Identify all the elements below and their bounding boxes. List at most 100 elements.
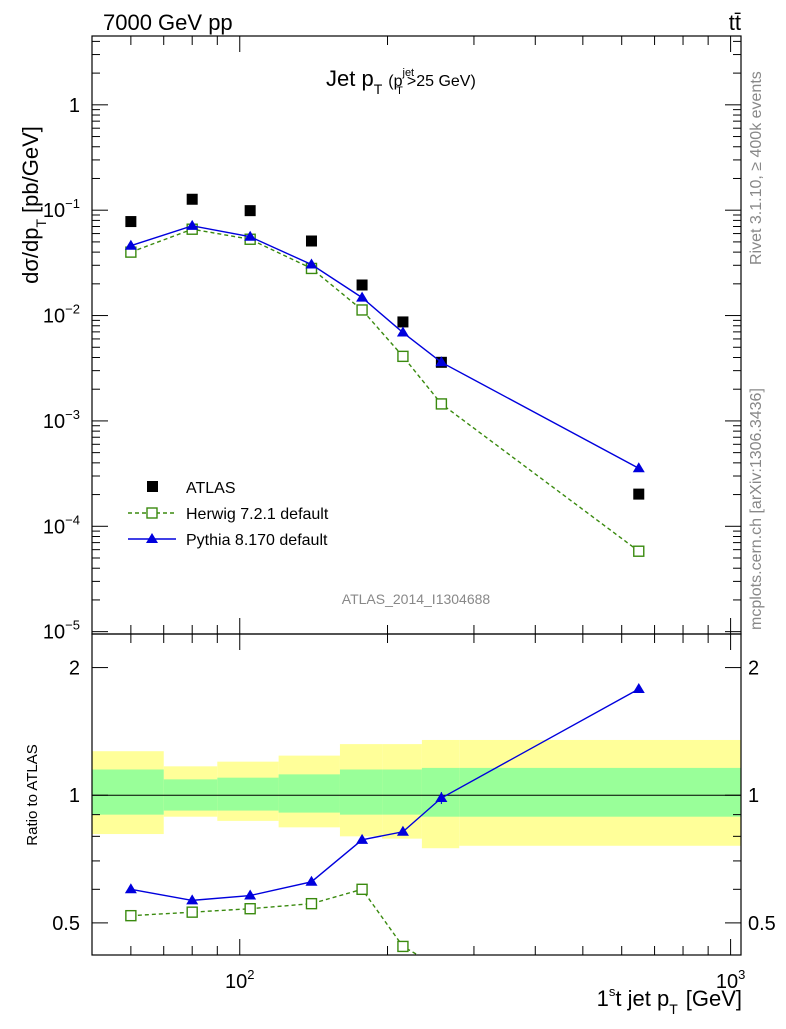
legend-atlas-label: ATLAS [186,480,236,497]
legend-herwig-marker [146,507,158,519]
main-pythia-line [130,225,640,469]
ratio-pythia-point [356,833,369,844]
x-tick-label-base: 10 [225,971,247,993]
ratio-inner-band [217,777,279,811]
main-ylabel-unit: [pb/GeV] [18,126,43,213]
main-y-tick-label: 10−2 [43,302,80,328]
main-pythia-point [435,356,448,367]
x-axis-label-1: 1 [597,986,609,1011]
main-y-tick-label: 10−5 [43,618,80,644]
main-title-sub: T [374,81,383,97]
ratio-herwig-line [130,888,420,955]
ratio-y-tick-label-left: 2 [69,658,80,680]
ratio-pythia-point [186,894,199,905]
main-title-text: Jet p [326,66,374,91]
ratio-pythia-point [632,683,645,694]
main-title-sup: jet [402,67,415,79]
y-tick-label-exp: −4 [65,512,80,527]
main-herwig-line [130,228,640,552]
main-pythia-point [632,462,645,473]
main-title-rest: >25 GeV) [407,73,476,90]
x-axis-label-unit: [GeV] [686,986,742,1011]
main-y-tick-label: 10−4 [43,512,80,538]
ratio-inner-band [92,769,164,815]
legend-pythia-marker [146,533,158,543]
ratio-series-group [124,683,645,955]
y-tick-label-base: 10 [43,306,65,328]
ratio-pythia-point [244,889,257,900]
main-pythia-point [396,326,409,337]
main-atlas-point [397,316,409,328]
ratio-pythia-point [396,825,409,836]
main-pythia-point [356,291,369,302]
main-y-tick-label: 10−1 [43,196,80,222]
ratio-y-tick-label-left: 0.5 [52,913,80,935]
ratio-y-tick-label-right: 2 [748,658,759,680]
legend-item-pythia: Pythia 8.170 default [128,532,328,549]
ratio-herwig-point [356,883,368,896]
ratio-y-tick-label-right: 1 [748,785,759,807]
process-label: 7000 GeV pp [103,10,233,35]
ratio-inner-band [459,767,741,817]
ratio-herwig-point [397,940,409,953]
main-pythia-point [186,219,199,230]
main-herwig-point [435,398,448,410]
ratio-pythia-point [124,883,137,894]
main-y-tick-label: 1 [69,95,80,117]
legend-item-herwig: Herwig 7.2.1 default [128,506,329,523]
ratio-frame [91,633,742,956]
main-title: Jet pT (pjet T>25 GeV) [326,66,476,97]
x-tick-label-exp: 3 [738,967,745,982]
x-axis-label-mid: t jet p [615,986,669,1011]
y-tick-label-exp: −1 [65,196,80,211]
y-tick-label-base: 10 [43,411,65,433]
main-ylabel-sub: T [33,219,49,228]
ratio-inner-band [278,774,340,813]
ratio-y-tick-label-right: 0.5 [748,913,776,935]
ratio-inner-band [382,769,422,815]
y-tick-label-base: 10 [43,622,65,644]
main-ylabel-text: dσ/dp [18,228,43,284]
main-herwig-point [397,350,409,363]
main-y-tick-label: 10−3 [43,407,80,433]
rivet-note: Rivet 3.1.10, ≥ 400k events [748,71,765,265]
main-herwig-point [633,545,645,557]
x-tick-label-base: 10 [716,971,738,993]
site-note: mcplots.cern.ch [arXiv:1306.3436] [748,388,765,630]
main-herwig-point [356,304,368,316]
x-axis-label-sup: s [609,984,616,999]
ratio-y-tick-label-left: 1 [69,785,80,807]
main-title-paren: (p [388,73,402,90]
ratio-inner-band [339,769,383,815]
main-atlas-point [633,488,645,500]
main-atlas-point [305,235,317,247]
ratio-pythia-point [305,875,318,886]
ratio-herwig-point [305,897,318,910]
x-tick-label: 102 [225,967,254,993]
y-tick-label-base: 10 [43,200,65,222]
ratio-ylabel: Ratio to ATLAS [24,744,41,845]
x-axis-label-sub: T [669,1001,678,1017]
main-atlas-point [125,216,137,228]
y-tick-label-base: 10 [43,516,65,538]
legend-pythia-label: Pythia 8.170 default [186,532,328,549]
x-axis-label: 1st jet pT [GeV] [597,984,742,1017]
main-pythia-point [305,258,318,269]
main-pythia-point [244,230,257,241]
main-title-sub2: T [396,85,403,97]
ratio-pythia-line [130,688,640,902]
ratio-herwig-point [244,903,256,915]
ratio-herwig-point [186,906,198,918]
data-layer [124,193,645,955]
legend-item-atlas: ATLAS [147,480,236,497]
analysis-id: ATLAS_2014_I1304688 [342,591,491,607]
main-ylabel: dσ/dpT [pb/GeV] [18,126,49,284]
legend-herwig-label: Herwig 7.2.1 default [186,506,329,523]
final-state-label: tt̄ [729,10,741,35]
x-tick-label: 103 [716,967,745,993]
y-tick-label-exp: −5 [65,618,80,633]
y-tick-label-exp: −2 [65,302,80,317]
